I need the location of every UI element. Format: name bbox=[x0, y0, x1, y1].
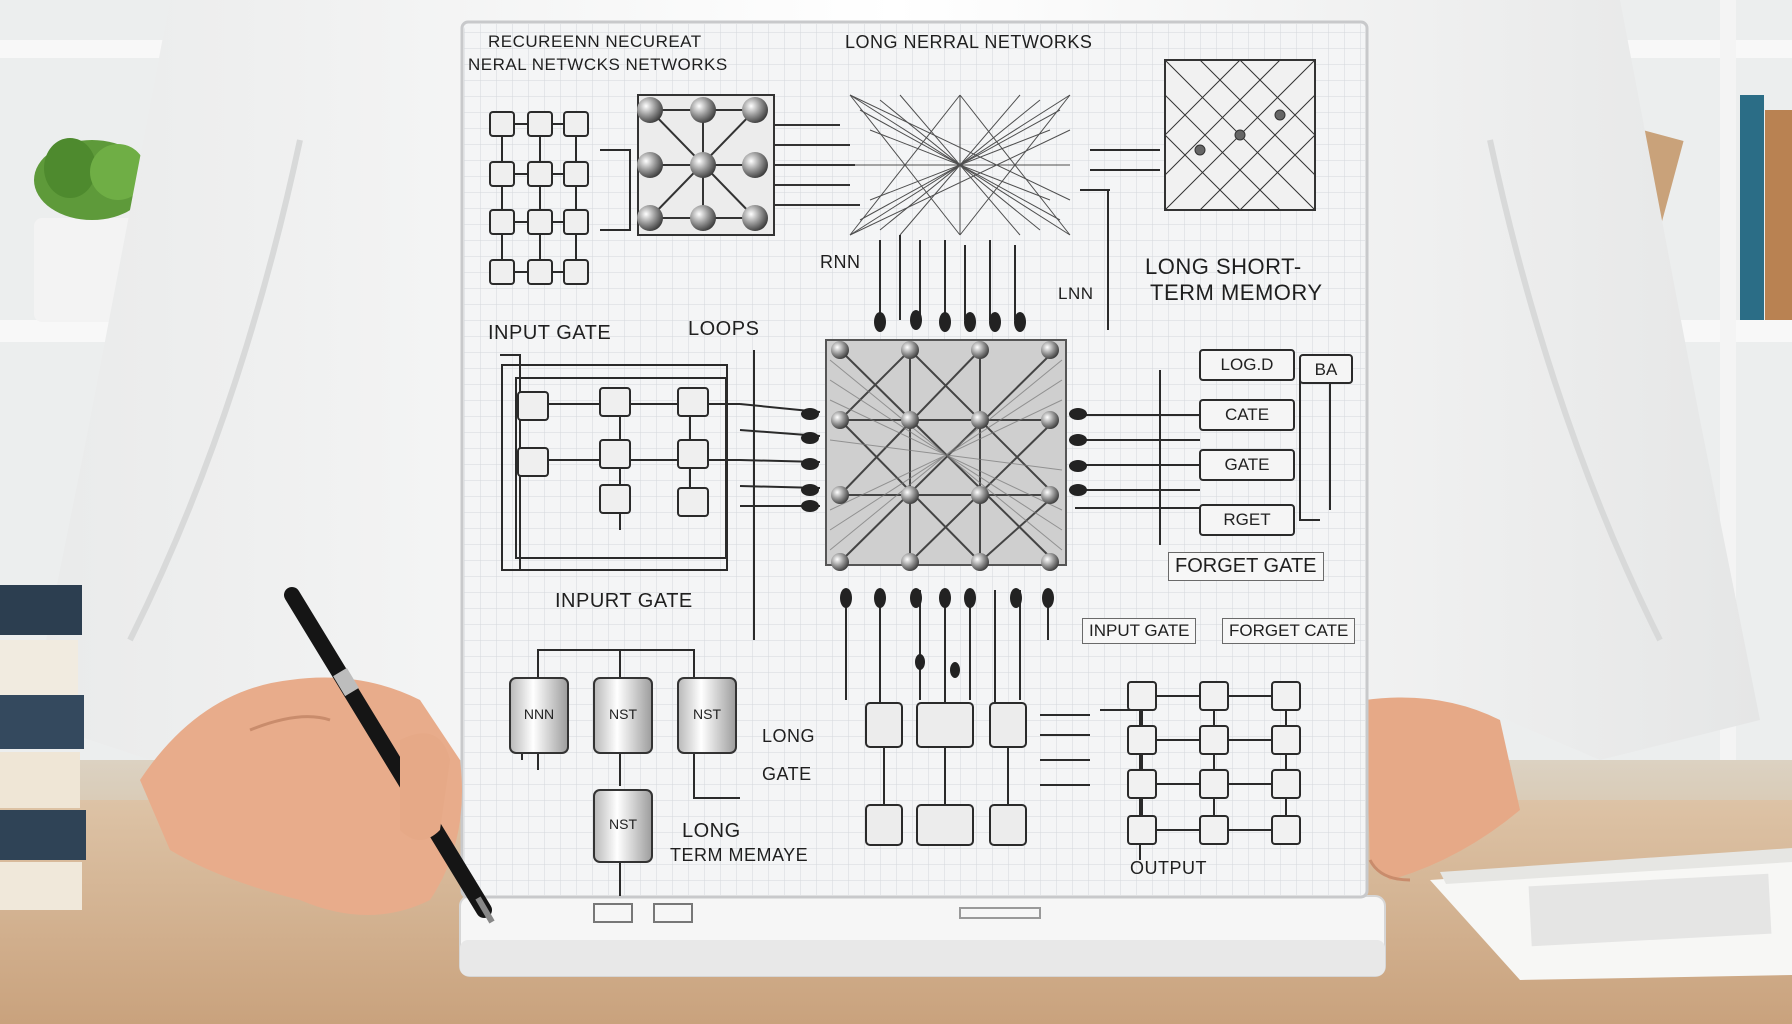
wires-top-to-mesh bbox=[879, 149, 1160, 330]
forget-gate-tag: FORGET GATE bbox=[1168, 552, 1324, 581]
lstm-label-1: LONG SHORT- bbox=[1145, 254, 1302, 279]
wire-ends-top bbox=[874, 310, 1026, 332]
book-stack bbox=[0, 585, 86, 910]
loops-label: LOOPS bbox=[688, 318, 760, 340]
title-line-2: NERAL NETWCKS NETWORKS bbox=[468, 55, 728, 74]
gate-ba-label: BA bbox=[1314, 360, 1338, 379]
wire-ends-left bbox=[801, 408, 819, 512]
long-term-label-2: TERM MEMAYE bbox=[670, 845, 809, 865]
central-mesh bbox=[825, 339, 1067, 571]
cell-nst-3-label: NST bbox=[609, 816, 637, 832]
forget-cate-tag: FORGET CATE bbox=[1222, 618, 1356, 644]
cell-nnn-label: NNN bbox=[523, 706, 555, 722]
output-label: OUTPUT bbox=[1130, 858, 1207, 878]
string-art-top bbox=[849, 94, 1071, 236]
papers bbox=[1430, 848, 1792, 980]
node-grid-top-left bbox=[489, 111, 631, 285]
gate-gate-label: GATE bbox=[1224, 455, 1270, 474]
string-art-top-right bbox=[1164, 59, 1316, 211]
cell-nst-2-label: NST bbox=[693, 706, 721, 722]
lower-center-switches bbox=[865, 702, 1090, 846]
output-matrix bbox=[1100, 681, 1301, 860]
cell-nst-1-label: NST bbox=[609, 706, 637, 722]
title-line-1: RECUREENN NECUREAT bbox=[488, 32, 702, 51]
gate-cate-label: CATE bbox=[1224, 405, 1270, 424]
left-hand-fingers bbox=[400, 733, 450, 840]
lstm-label-2: TERM MEMORY bbox=[1150, 280, 1323, 305]
input-gate-mid-label: INPURT GATE bbox=[555, 590, 693, 612]
right-gate-boxes bbox=[1199, 349, 1353, 536]
memory-cells bbox=[509, 649, 740, 896]
input-gate-nodes bbox=[517, 387, 709, 517]
rnn-label: RNN bbox=[820, 252, 861, 272]
board-stand bbox=[459, 895, 1386, 977]
gate-rget-label: RGET bbox=[1223, 510, 1271, 529]
gate-log-label: LOG.D bbox=[1220, 355, 1274, 374]
knob-network-top bbox=[637, 94, 860, 236]
lnn-label: LNN bbox=[1058, 284, 1094, 303]
title-center: LONG NERRAL NETWORKS bbox=[845, 32, 1093, 52]
right-hand bbox=[1365, 697, 1520, 882]
input-gate-top-label: INPUT GATE bbox=[488, 322, 612, 344]
long-gate-label-1: LONG bbox=[762, 726, 816, 746]
pen bbox=[284, 587, 495, 924]
right-gate-wiring bbox=[1075, 370, 1331, 545]
long-term-label-1: LONG bbox=[682, 820, 741, 842]
long-gate-label-2: GATE bbox=[762, 764, 812, 784]
input-gate-tag: INPUT GATE bbox=[1082, 618, 1197, 644]
wires-mesh-down bbox=[845, 590, 1049, 720]
wire-ends-right bbox=[1069, 408, 1087, 496]
wire-ends-bottom bbox=[840, 588, 1054, 678]
